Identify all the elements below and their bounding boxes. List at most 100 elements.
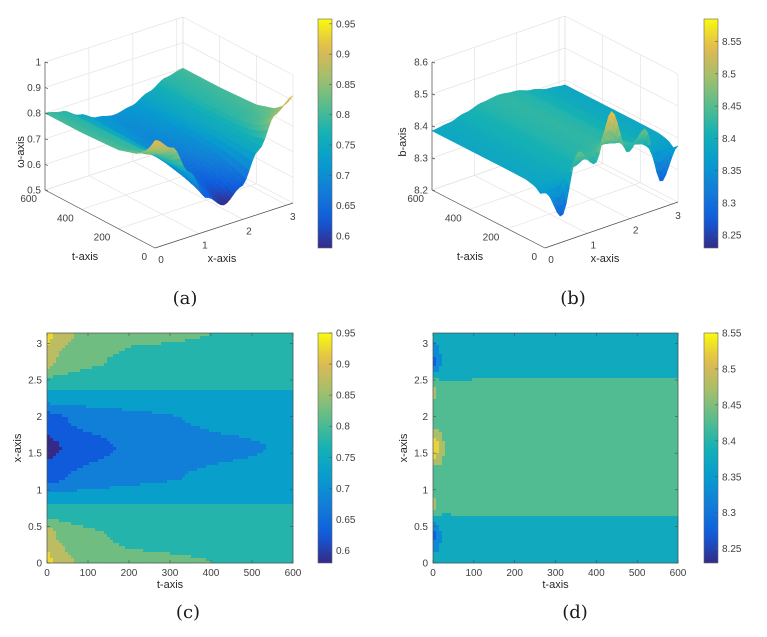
contour-cell [89,363,93,367]
contour-cell [47,441,51,445]
contour-cell [86,438,90,442]
contour-cell [65,489,69,493]
contour-cell [53,408,57,412]
contour-cell [131,387,135,391]
contour-cell [71,444,75,448]
contour-cell [50,534,54,538]
contour-cell [77,336,81,340]
contour-cell [50,384,54,388]
contour-cell [110,531,114,535]
contour-cell [53,369,57,373]
contour-cell [65,555,69,559]
contour-cell [47,435,51,439]
contour-cell [98,429,102,433]
contour-cell [104,480,108,484]
contour-cell [53,456,57,460]
contour-cell [65,477,69,481]
contour-cell [92,414,96,418]
contour-cell [71,498,75,502]
contour-cell [116,357,120,361]
contour-cell [83,444,87,448]
contour-cell [47,471,51,475]
contour-cell [56,483,60,487]
contour-cell [122,531,126,535]
contour-cell [47,444,51,448]
contour-cell [89,435,93,439]
contour-cell [92,528,96,532]
contour-cell [74,450,78,454]
contour-cell [47,528,51,532]
contour-cell [110,447,114,451]
contour-cell [113,522,117,526]
contour-cell [83,498,87,502]
contour-cell [104,471,108,475]
contour-cell [122,372,126,376]
contour-cell [107,438,111,442]
contour-cell [83,474,87,478]
contour-cell [107,414,111,418]
contour-cell [83,402,87,406]
contour-cell [65,399,69,403]
contour-cell [50,426,54,430]
contour-cell [107,507,111,511]
contour-cell [107,420,111,424]
contour-cell [50,354,54,358]
contour-cell [95,417,99,421]
contour-cell [71,558,75,562]
contour-cell [107,516,111,520]
contour-cell [83,438,87,442]
contour-cell [77,420,81,424]
contour-cell [74,519,78,523]
contour-cell [62,435,66,439]
contour-cell [119,483,123,487]
contour-cell [113,531,117,535]
contour-cell [56,510,60,514]
panel-b-surface-b: 012302004006008.28.38.48.58.6x-axist-axi… [397,15,742,266]
contour-cell [92,447,96,451]
contour-cell [50,453,54,457]
contour-cell [107,336,111,340]
contour-cell [131,393,135,397]
contour-cell [86,495,90,499]
contour-cell [59,486,63,490]
contour-cell [95,399,99,403]
contour-cell [62,483,66,487]
contour-cell [119,369,123,373]
contour-cell [89,333,93,337]
contour-cell [74,336,78,340]
contour-cell [119,378,123,382]
contour-cell [104,408,108,412]
contour-cell [50,459,54,463]
contour-cell [95,483,99,487]
contour-cell [86,531,90,535]
contour-cell [95,492,99,496]
contour-cell [50,417,54,421]
contour-cell [116,408,120,412]
contour-cell [89,471,93,475]
contour-cell [116,450,120,454]
contour-cell [95,423,99,427]
contour-cell [62,423,66,427]
contour-cell [107,393,111,397]
contour-cell [68,471,72,475]
contour-cell [77,435,81,439]
contour-cell [101,426,105,430]
contour-cell [101,438,105,442]
contour-cell [89,465,93,469]
contour-cell [53,513,57,517]
contour-cell [86,339,90,343]
contour-cell [98,336,102,340]
contour-cell [104,534,108,538]
contour-cell [101,555,105,559]
contour-cell [113,528,117,532]
contour-cell [56,534,60,538]
contour-cell [65,534,69,538]
contour-cell [95,345,99,349]
contour-cell [65,462,69,466]
contour-cell [71,333,75,337]
contour-cell [83,552,87,556]
contour-cell [80,468,84,472]
contour-cell [125,531,129,535]
contour-cell [83,477,87,481]
contour-cell [89,555,93,559]
